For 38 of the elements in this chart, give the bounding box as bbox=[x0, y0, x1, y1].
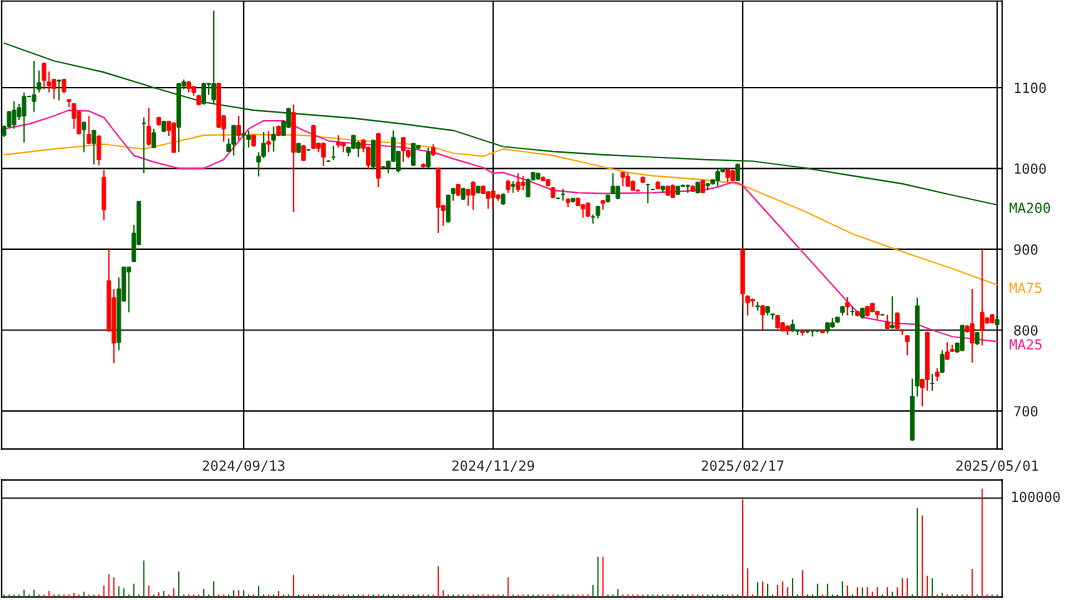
candlestick bbox=[510, 180, 516, 194]
y-tick-label: 1100 bbox=[1014, 82, 1046, 94]
y-tick-label: 1000 bbox=[1014, 163, 1046, 174]
candlestick bbox=[890, 295, 895, 330]
candlestick bbox=[36, 69, 42, 94]
x-tick-label: 2024/09/13 bbox=[202, 460, 285, 473]
candlestick bbox=[21, 91, 27, 144]
candlestick bbox=[600, 199, 606, 211]
candlestick bbox=[31, 60, 37, 113]
candlestick bbox=[146, 107, 152, 147]
x-tick-label: 2024/11/29 bbox=[452, 460, 535, 473]
y-tick-label: 700 bbox=[1014, 405, 1038, 417]
x-tick-label: 2025/02/17 bbox=[701, 460, 784, 473]
candlestick bbox=[939, 349, 945, 374]
candlestick bbox=[760, 304, 765, 331]
candlestick bbox=[425, 146, 431, 169]
candlestick bbox=[86, 115, 92, 145]
candlestick bbox=[271, 125, 276, 153]
y-tick-label: 900 bbox=[1014, 244, 1038, 255]
series-label: MA200 bbox=[1009, 202, 1051, 214]
candlestick bbox=[66, 98, 72, 108]
x-tick-label: 2025/05/01 bbox=[956, 460, 1039, 473]
series-label: MA25 bbox=[1009, 339, 1042, 350]
y-tick-label: 800 bbox=[1014, 325, 1038, 336]
candlestick bbox=[71, 102, 77, 130]
candlestick bbox=[845, 296, 850, 317]
candlestick bbox=[266, 130, 271, 153]
candlestick bbox=[236, 115, 241, 141]
candlestick bbox=[46, 70, 52, 94]
candlestick bbox=[470, 180, 476, 211]
text: 100000 bbox=[1012, 491, 1060, 503]
candlestick bbox=[520, 175, 526, 191]
candlestick bbox=[91, 128, 97, 166]
candlestick bbox=[969, 288, 975, 364]
candlestick bbox=[81, 120, 87, 153]
line-series bbox=[3, 133, 998, 286]
series-label: MA75 bbox=[1009, 282, 1042, 294]
candlestick bbox=[96, 134, 102, 166]
